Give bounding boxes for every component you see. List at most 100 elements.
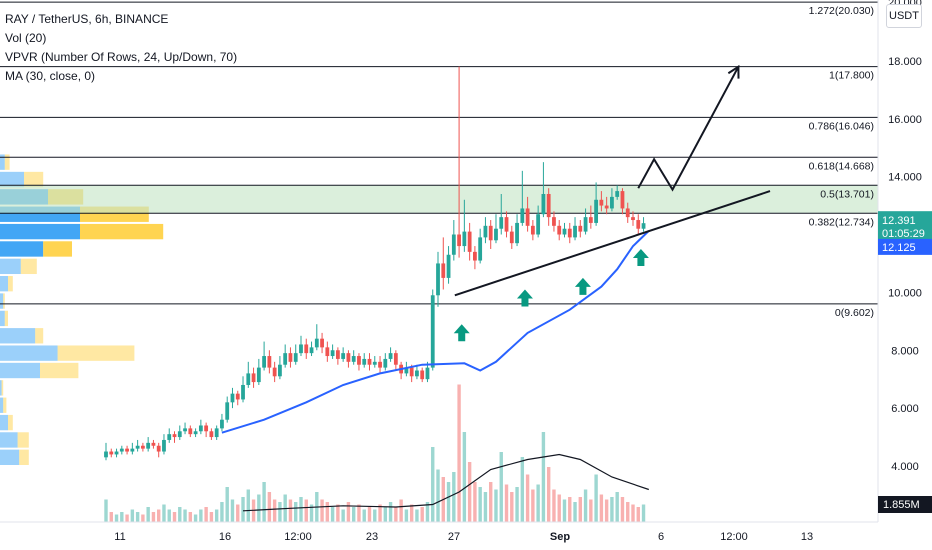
volume-indicator-label[interactable]: Vol (20) (5, 31, 47, 45)
volume-bar-9 (151, 512, 156, 522)
volume-bar-84 (546, 467, 551, 522)
volume-bar-92 (589, 499, 593, 522)
volume-bar-8 (146, 507, 150, 522)
candle-body-40 (314, 338, 319, 348)
symbol-title[interactable]: RAY / TetherUS, 6h, BINANCE (5, 12, 169, 26)
volume-bar-43 (330, 507, 335, 522)
candle-body-22 (220, 419, 224, 429)
time-tick-2: 12:00 (284, 531, 312, 543)
candle-body-85 (552, 217, 556, 226)
volume-bar-76 (504, 484, 509, 522)
volume-bar-29 (257, 494, 261, 522)
candle-body-48 (357, 356, 361, 365)
fib-retracement: 1.272(20.030) 1(17.800) 0.786(16.046) 0.618… (0, 1, 878, 319)
currency-unit-button[interactable]: USDT (886, 4, 922, 28)
candle-body-63 (436, 263, 440, 296)
volume-bar-7 (141, 514, 145, 522)
volume-bar-1 (109, 512, 113, 522)
vpvr-indicator-label[interactable]: VPVR (Number Of Rows, 24, Up/Down, 70) (5, 50, 238, 64)
vpvr-up-bar-8 (0, 310, 5, 327)
fib-label-6: 0(9.602) (835, 307, 874, 319)
volume-bar-96 (610, 497, 614, 522)
candle-body-91 (583, 217, 588, 232)
volume-ma-line (242, 453, 649, 512)
candle-body-54 (388, 353, 393, 359)
volume-bar-79 (520, 457, 525, 522)
support-trendline (454, 190, 771, 297)
time-axis[interactable]: 11 16 12:00 23 27 Sep 6 12:00 13 (0, 521, 878, 543)
candle-body-88 (567, 228, 572, 238)
volume-bar-53 (383, 507, 388, 522)
candle-body-24 (230, 393, 235, 403)
volume-bar-11 (162, 504, 166, 522)
vpvr-down-bar-12 (43, 241, 72, 257)
volume-bar-89 (573, 502, 577, 522)
ma-indicator-label[interactable]: MA (30, close, 0) (5, 69, 96, 83)
candle-body-27 (246, 373, 251, 385)
candle-body-94 (599, 199, 604, 206)
candle-body-98 (620, 191, 625, 209)
volume-bar-86 (557, 494, 561, 522)
candle-body-51 (372, 361, 377, 365)
candle-body-97 (615, 191, 620, 197)
volume-bar-0 (104, 499, 108, 522)
volume-bar-50 (367, 507, 372, 522)
candle-body-100 (631, 217, 635, 221)
volume-bar-30 (262, 482, 266, 522)
volume-bar-2 (114, 514, 119, 522)
candle-body-79 (520, 208, 525, 223)
vpvr-up-bar-4 (0, 380, 2, 396)
candle-body-46 (346, 353, 351, 362)
volume-value-label: 1.855M (883, 499, 920, 511)
candle-body-41 (320, 338, 324, 348)
fib-label-0: 1.272(20.030) (809, 5, 874, 17)
candle-body-61 (425, 367, 430, 380)
projection-arrowhead (727, 64, 740, 79)
volume-bar-18 (199, 509, 203, 522)
current-price-label: 12.391 (882, 215, 916, 227)
candle-body-7 (140, 445, 145, 449)
candle-countdown-label: 01:05:29 (882, 228, 925, 240)
candle-body-65 (446, 254, 451, 278)
candle-body-2 (114, 451, 119, 455)
candle-body-87 (562, 228, 567, 235)
volume-bar-17 (193, 514, 198, 522)
price-tick-8: 4.000 (891, 461, 919, 473)
price-axis[interactable]: 20.00018.00016.00014.00012.00010.0008.00… (877, 0, 932, 522)
candle-body-33 (278, 364, 282, 377)
support-arrow-0 (453, 324, 470, 342)
vpvr-down-bar-0 (19, 449, 29, 465)
current-price-tag (878, 211, 932, 242)
candle-body-1 (109, 451, 114, 455)
candle-body-38 (304, 344, 309, 354)
volume-bar-47 (351, 507, 356, 522)
volume-bar-51 (373, 509, 377, 522)
candle-body-71 (478, 237, 483, 261)
volume-bar-73 (489, 482, 493, 522)
candle-body-60 (420, 370, 425, 380)
price-tick-1: 18.000 (888, 56, 922, 68)
candle-body-26 (241, 384, 245, 400)
candle-body-83 (541, 193, 546, 215)
candle-body-53 (383, 358, 388, 368)
candle-body-5 (130, 448, 135, 452)
price-tick-2: 16.000 (888, 114, 922, 126)
volume-bar-101 (636, 507, 640, 522)
volume-bar-25 (236, 504, 240, 522)
candle-body-77 (509, 231, 514, 244)
candle-body-0 (104, 451, 108, 458)
volume-bar-20 (209, 512, 214, 522)
volume-bar-52 (378, 504, 382, 522)
candle-body-75 (499, 217, 504, 229)
volume-bar-33 (278, 502, 282, 522)
candle-body-84 (546, 193, 551, 218)
time-tick-1: 16 (219, 531, 231, 543)
candle-body-86 (557, 225, 562, 235)
volume-bar-72 (483, 492, 488, 522)
volume-bar-83 (541, 432, 546, 522)
volume-bar-12 (167, 509, 171, 522)
time-tick-8: 13 (801, 531, 813, 543)
volume-bar-41 (320, 499, 324, 522)
volume-bar-60 (420, 507, 424, 522)
